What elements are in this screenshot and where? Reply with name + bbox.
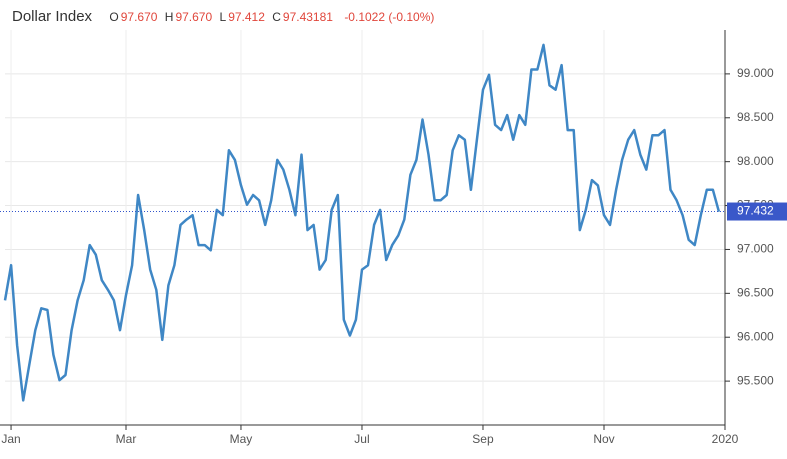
ohlc-key: L <box>219 10 227 24</box>
line-series <box>3 43 721 402</box>
x-tick-label: Nov <box>593 432 614 446</box>
header: Dollar Index O 97.670 H 97.670 L 97.412 C 97… <box>12 8 434 25</box>
y-tick-label: 98.000 <box>737 154 774 168</box>
ohlc-value: 97.670 <box>120 10 158 24</box>
ohlc-value: 97.412 <box>228 10 265 24</box>
last-price-label: 97.432 <box>737 204 774 218</box>
y-tick-label: 99.000 <box>737 66 774 80</box>
x-tick-label: Jul <box>354 432 369 446</box>
ohlc-value: 97.43181 <box>282 10 333 24</box>
y-tick-label: 96.500 <box>737 286 774 300</box>
change: -0.1022 (-0.10%) <box>344 10 435 24</box>
x-tick-label: Mar <box>116 432 137 446</box>
y-tick-label: 98.500 <box>737 110 774 124</box>
x-tick-label: Jan <box>1 432 20 446</box>
last-price-box <box>727 202 787 221</box>
ohlc-key: O <box>109 10 119 24</box>
y-tick-label: 97.000 <box>737 242 774 256</box>
x-tick-label: Sep <box>472 432 494 446</box>
y-tick-label: 96.000 <box>737 329 774 343</box>
x-tick-label: 2020 <box>712 432 739 446</box>
chart-title: Dollar Index <box>12 8 93 25</box>
ohlc-key: H <box>164 10 174 24</box>
ohlc-value: 97.670 <box>175 10 213 24</box>
y-tick-label: 95.500 <box>737 373 774 387</box>
ohlc-key: C <box>272 10 281 24</box>
x-tick-label: May <box>230 432 253 446</box>
